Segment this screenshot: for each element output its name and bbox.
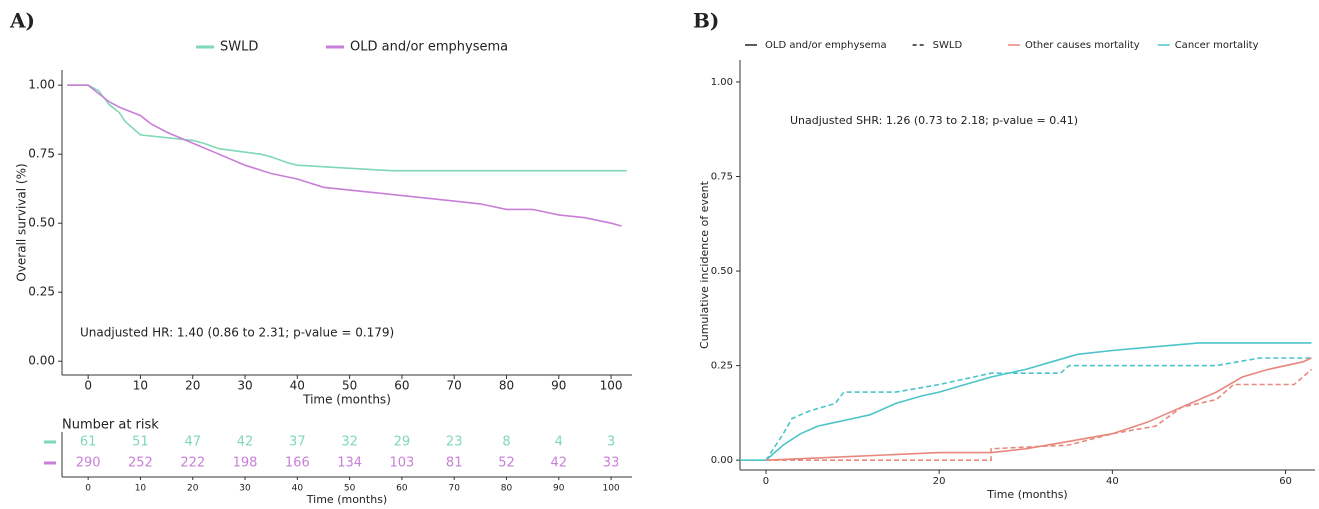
risk-value: 290 bbox=[76, 456, 101, 471]
risk-value: 33 bbox=[603, 456, 620, 471]
risk-x-tick-label: 10 bbox=[135, 484, 147, 494]
risk-value: 52 bbox=[498, 456, 515, 471]
annotation: Unadjusted HR: 1.40 (0.86 to 2.31; p-val… bbox=[80, 326, 394, 340]
x-tick-label: 60 bbox=[394, 379, 409, 393]
x-tick-label: 20 bbox=[933, 476, 946, 487]
x-tick-label: 50 bbox=[342, 379, 357, 393]
y-tick-label: 0.75 bbox=[711, 171, 733, 182]
risk-table-title: Number at risk bbox=[62, 418, 159, 433]
risk-x-axis-title: Time (months) bbox=[306, 493, 387, 506]
y-tick-label: 0.50 bbox=[711, 266, 733, 277]
risk-x-tick-label: 90 bbox=[553, 484, 565, 494]
y-tick-label: 0.00 bbox=[28, 354, 55, 368]
x-tick-label: 70 bbox=[447, 379, 462, 393]
risk-value: 8 bbox=[502, 435, 510, 450]
risk-value: 47 bbox=[184, 435, 201, 450]
legend-label: Cancer mortality bbox=[1175, 40, 1259, 51]
x-tick-label: 40 bbox=[290, 379, 305, 393]
panel-label: A) bbox=[9, 9, 35, 33]
x-tick-label: 90 bbox=[551, 379, 566, 393]
risk-value: 42 bbox=[551, 456, 568, 471]
legend-label: OLD and/or emphysema bbox=[350, 40, 508, 55]
legend-label: OLD and/or emphysema bbox=[765, 40, 887, 51]
x-tick-label: 0 bbox=[763, 476, 769, 487]
survival-line bbox=[765, 357, 1312, 461]
panel-label: B) bbox=[693, 9, 719, 33]
risk-x-tick-label: 100 bbox=[602, 484, 619, 494]
risk-value: 166 bbox=[285, 456, 310, 471]
risk-value: 51 bbox=[132, 435, 149, 450]
risk-value: 222 bbox=[180, 456, 205, 471]
y-tick-label: 0.25 bbox=[28, 285, 55, 299]
y-tick-label: 0.50 bbox=[28, 216, 55, 230]
risk-value: 252 bbox=[128, 456, 153, 471]
y-tick-label: 0.75 bbox=[28, 147, 55, 161]
risk-value: 32 bbox=[341, 435, 358, 450]
risk-value: 103 bbox=[389, 456, 414, 471]
x-tick-label: 0 bbox=[84, 379, 92, 393]
legend-label: Other causes mortality bbox=[1025, 40, 1140, 51]
survival-line bbox=[740, 342, 1312, 461]
y-tick-label: 0.25 bbox=[711, 361, 733, 372]
y-axis-title: Overall survival (%) bbox=[15, 163, 29, 281]
y-tick-label: 1.00 bbox=[28, 78, 55, 92]
x-axis-title: Time (months) bbox=[986, 488, 1067, 501]
risk-x-tick-label: 60 bbox=[396, 484, 408, 494]
risk-value: 81 bbox=[446, 456, 463, 471]
x-tick-label: 100 bbox=[600, 379, 623, 393]
x-tick-label: 80 bbox=[499, 379, 514, 393]
risk-value: 23 bbox=[446, 435, 463, 450]
risk-x-tick-label: 40 bbox=[292, 484, 304, 494]
risk-value: 42 bbox=[237, 435, 254, 450]
legend-label: SWLD bbox=[220, 40, 258, 55]
risk-x-tick-label: 70 bbox=[448, 484, 460, 494]
risk-x-tick-label: 0 bbox=[85, 484, 91, 494]
survival-line bbox=[766, 368, 1313, 461]
risk-x-tick-label: 50 bbox=[344, 484, 356, 494]
risk-x-tick-label: 20 bbox=[187, 484, 199, 494]
x-axis-title: Time (months) bbox=[302, 393, 391, 407]
x-tick-label: 10 bbox=[133, 379, 148, 393]
x-tick-label: 30 bbox=[237, 379, 252, 393]
risk-value: 4 bbox=[555, 435, 563, 450]
y-tick-label: 0.00 bbox=[711, 455, 733, 466]
legend-label: SWLD bbox=[933, 40, 963, 51]
risk-x-tick-label: 30 bbox=[239, 484, 251, 494]
x-tick-label: 20 bbox=[185, 379, 200, 393]
risk-x-tick-label: 80 bbox=[501, 484, 513, 494]
y-axis-title: Cumulative incidence of event bbox=[698, 180, 711, 349]
annotation: Unadjusted SHR: 1.26 (0.73 to 2.18; p-va… bbox=[790, 114, 1078, 127]
risk-value: 198 bbox=[233, 456, 258, 471]
y-tick-label: 1.00 bbox=[711, 77, 733, 88]
risk-value: 37 bbox=[289, 435, 306, 450]
survival-line bbox=[765, 357, 1312, 461]
risk-value: 3 bbox=[607, 435, 615, 450]
risk-value: 134 bbox=[337, 456, 362, 471]
x-tick-label: 60 bbox=[1279, 476, 1292, 487]
survival-line bbox=[67, 84, 622, 227]
risk-value: 61 bbox=[80, 435, 97, 450]
survival-line bbox=[67, 84, 627, 172]
x-tick-label: 40 bbox=[1106, 476, 1119, 487]
risk-value: 29 bbox=[394, 435, 411, 450]
